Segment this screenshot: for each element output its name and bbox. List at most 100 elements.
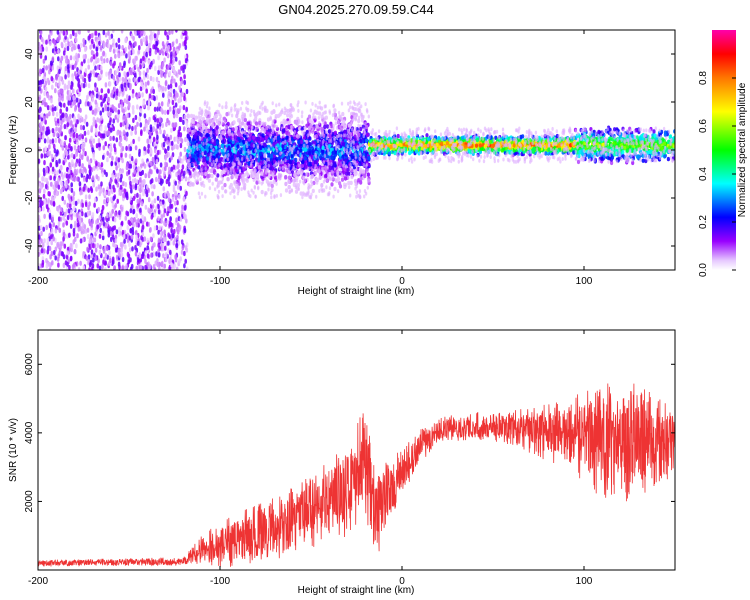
heatmap-cell — [81, 226, 84, 232]
heatmap-cell — [161, 123, 164, 129]
heatmap-cell — [41, 79, 44, 85]
heatmap-cell — [139, 207, 142, 213]
heatmap-cell — [163, 57, 166, 63]
heatmap-cell — [90, 33, 94, 39]
heatmap-cell — [145, 221, 149, 227]
heatmap-cell — [108, 34, 112, 41]
heatmap-cell — [145, 39, 148, 45]
heatmap-cell — [60, 181, 64, 187]
heatmap-cell — [64, 74, 67, 80]
heatmap-cell — [350, 174, 354, 180]
heatmap-cell — [349, 132, 352, 137]
heatmap-cell — [237, 132, 241, 137]
heatmap-cell — [179, 80, 183, 87]
heatmap-cell — [353, 178, 358, 184]
heatmap-cell — [57, 127, 61, 133]
heatmap-cell — [232, 120, 236, 125]
heatmap-cell — [48, 144, 51, 150]
heatmap-cell — [51, 128, 55, 134]
heatmap-cell — [157, 237, 161, 243]
heatmap-cell — [138, 45, 141, 51]
heatmap-cell — [81, 163, 84, 169]
heatmap-cell — [139, 264, 143, 270]
heatmap-cell — [150, 183, 154, 189]
heatmap-cell — [120, 206, 124, 212]
heatmap-cell — [66, 122, 69, 128]
heatmap-cell — [70, 152, 74, 158]
heatmap-cell — [125, 210, 128, 216]
heatmap-cell — [142, 36, 145, 43]
heatmap-cell — [242, 167, 246, 172]
heatmap-cell — [243, 123, 247, 128]
heatmap-cell — [48, 212, 52, 219]
heatmap-cell — [171, 122, 175, 128]
heatmap-cell — [75, 133, 79, 139]
heatmap-cell — [78, 161, 81, 167]
heatmap-cell — [51, 84, 54, 90]
heatmap-cell — [42, 206, 45, 212]
heatmap-cell — [65, 254, 69, 260]
heatmap-cell — [95, 143, 99, 149]
heatmap-cell — [169, 216, 172, 222]
heatmap-cell — [143, 163, 147, 169]
heatmap-cell — [244, 131, 247, 136]
heatmap-cell — [324, 173, 328, 179]
heatmap-cell — [179, 143, 183, 149]
heatmap-cell — [235, 138, 239, 143]
heatmap-cell — [42, 167, 46, 173]
heatmap-cell — [46, 93, 49, 99]
heatmap-cell — [159, 201, 163, 207]
heatmap-cell — [150, 35, 154, 41]
heatmap-cell — [79, 168, 82, 174]
heatmap-cell — [287, 185, 291, 190]
heatmap-cell — [90, 249, 94, 255]
heatmap-cell — [100, 181, 103, 187]
heatmap-cell — [156, 123, 160, 129]
heatmap-cell — [154, 65, 157, 71]
heatmap-cell — [130, 188, 133, 194]
heatmap-cell — [146, 74, 150, 80]
heatmap-cell — [182, 196, 186, 202]
heatmap-cell — [112, 135, 115, 141]
heatmap-cell — [236, 144, 240, 149]
heatmap-cell — [128, 235, 132, 241]
heatmap-cell — [179, 216, 183, 222]
heatmap-cell — [77, 267, 81, 270]
heatmap-cell — [166, 65, 170, 71]
heatmap-cell — [144, 264, 147, 270]
heatmap-cell — [321, 145, 325, 150]
heatmap-cell — [175, 266, 179, 270]
heatmap-cell — [139, 86, 143, 92]
heatmap-cell — [157, 65, 161, 71]
heatmap-cell — [60, 41, 64, 47]
heatmap-cell — [106, 111, 110, 117]
heatmap-cell — [146, 253, 150, 259]
heatmap-cell — [164, 86, 167, 92]
heatmap-cell — [56, 170, 59, 176]
heatmap-cell — [303, 156, 307, 161]
heatmap-cell — [138, 70, 142, 76]
heatmap-cell — [339, 116, 342, 121]
heatmap-cell — [224, 104, 228, 110]
heatmap-cell — [152, 233, 155, 239]
heatmap-cell — [52, 236, 55, 242]
heatmap-cell — [101, 172, 105, 178]
heatmap-cell — [92, 138, 96, 144]
heatmap-cell — [129, 228, 132, 234]
heatmap-cell — [354, 117, 357, 122]
heatmap-cell — [284, 181, 288, 187]
heatmap-cell — [176, 229, 180, 235]
heatmap-cell — [156, 47, 160, 53]
heatmap-cell — [116, 79, 119, 85]
heatmap-cell — [340, 177, 345, 182]
heatmap-cell — [257, 165, 261, 170]
heatmap-cell — [185, 190, 188, 197]
heatmap-cell — [38, 41, 41, 48]
heatmap-cell — [146, 237, 149, 243]
heatmap-cell — [42, 226, 45, 232]
heatmap-cell — [173, 236, 177, 242]
heatmap-cell — [54, 120, 58, 126]
heatmap-cell — [125, 145, 128, 151]
heatmap-cell — [168, 30, 171, 36]
heatmap-cell — [69, 41, 73, 47]
